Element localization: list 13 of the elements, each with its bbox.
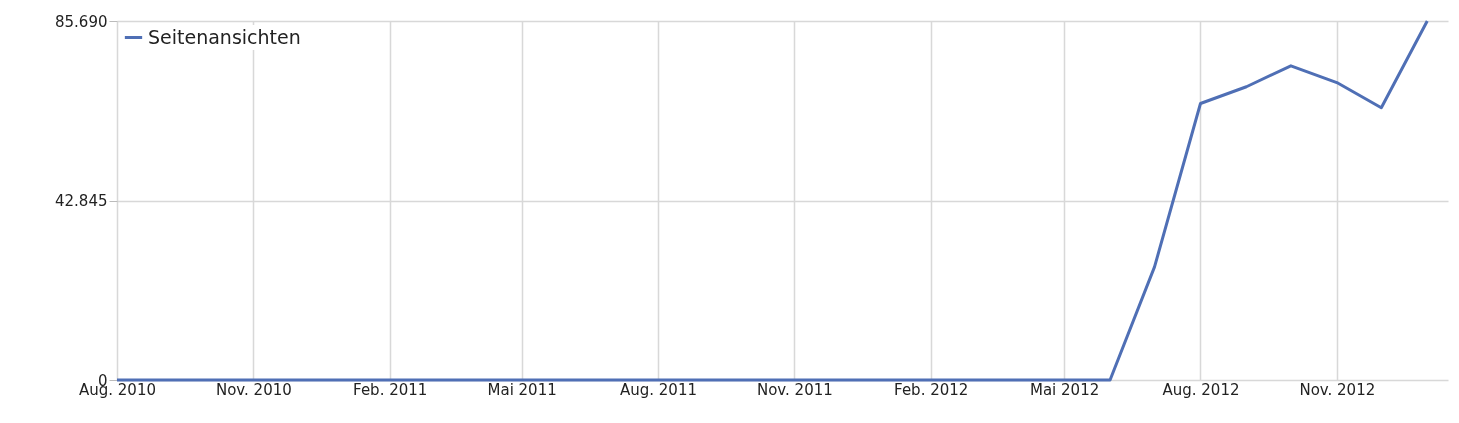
x-tick-label: Nov. 2010 [215,380,292,399]
x-tick-label: Aug. 2011 [620,380,697,399]
x-tick-label: Nov. 2012 [1299,380,1376,399]
x-tick-label: Feb. 2011 [353,380,428,399]
line-series [115,19,1429,382]
x-tick-label: Feb. 2012 [894,380,969,399]
x-tick-label: Mai 2011 [487,380,557,399]
legend-label: Seitenansichten [148,25,301,48]
x-tick-label: Mai 2012 [1029,380,1100,399]
y-tick-label: 85.690 [55,12,108,31]
x-tick-label: Nov. 2011 [756,380,833,399]
y-tick-label: 42.845 [55,192,108,210]
x-tick-label: Aug. 2012 [1162,380,1240,399]
